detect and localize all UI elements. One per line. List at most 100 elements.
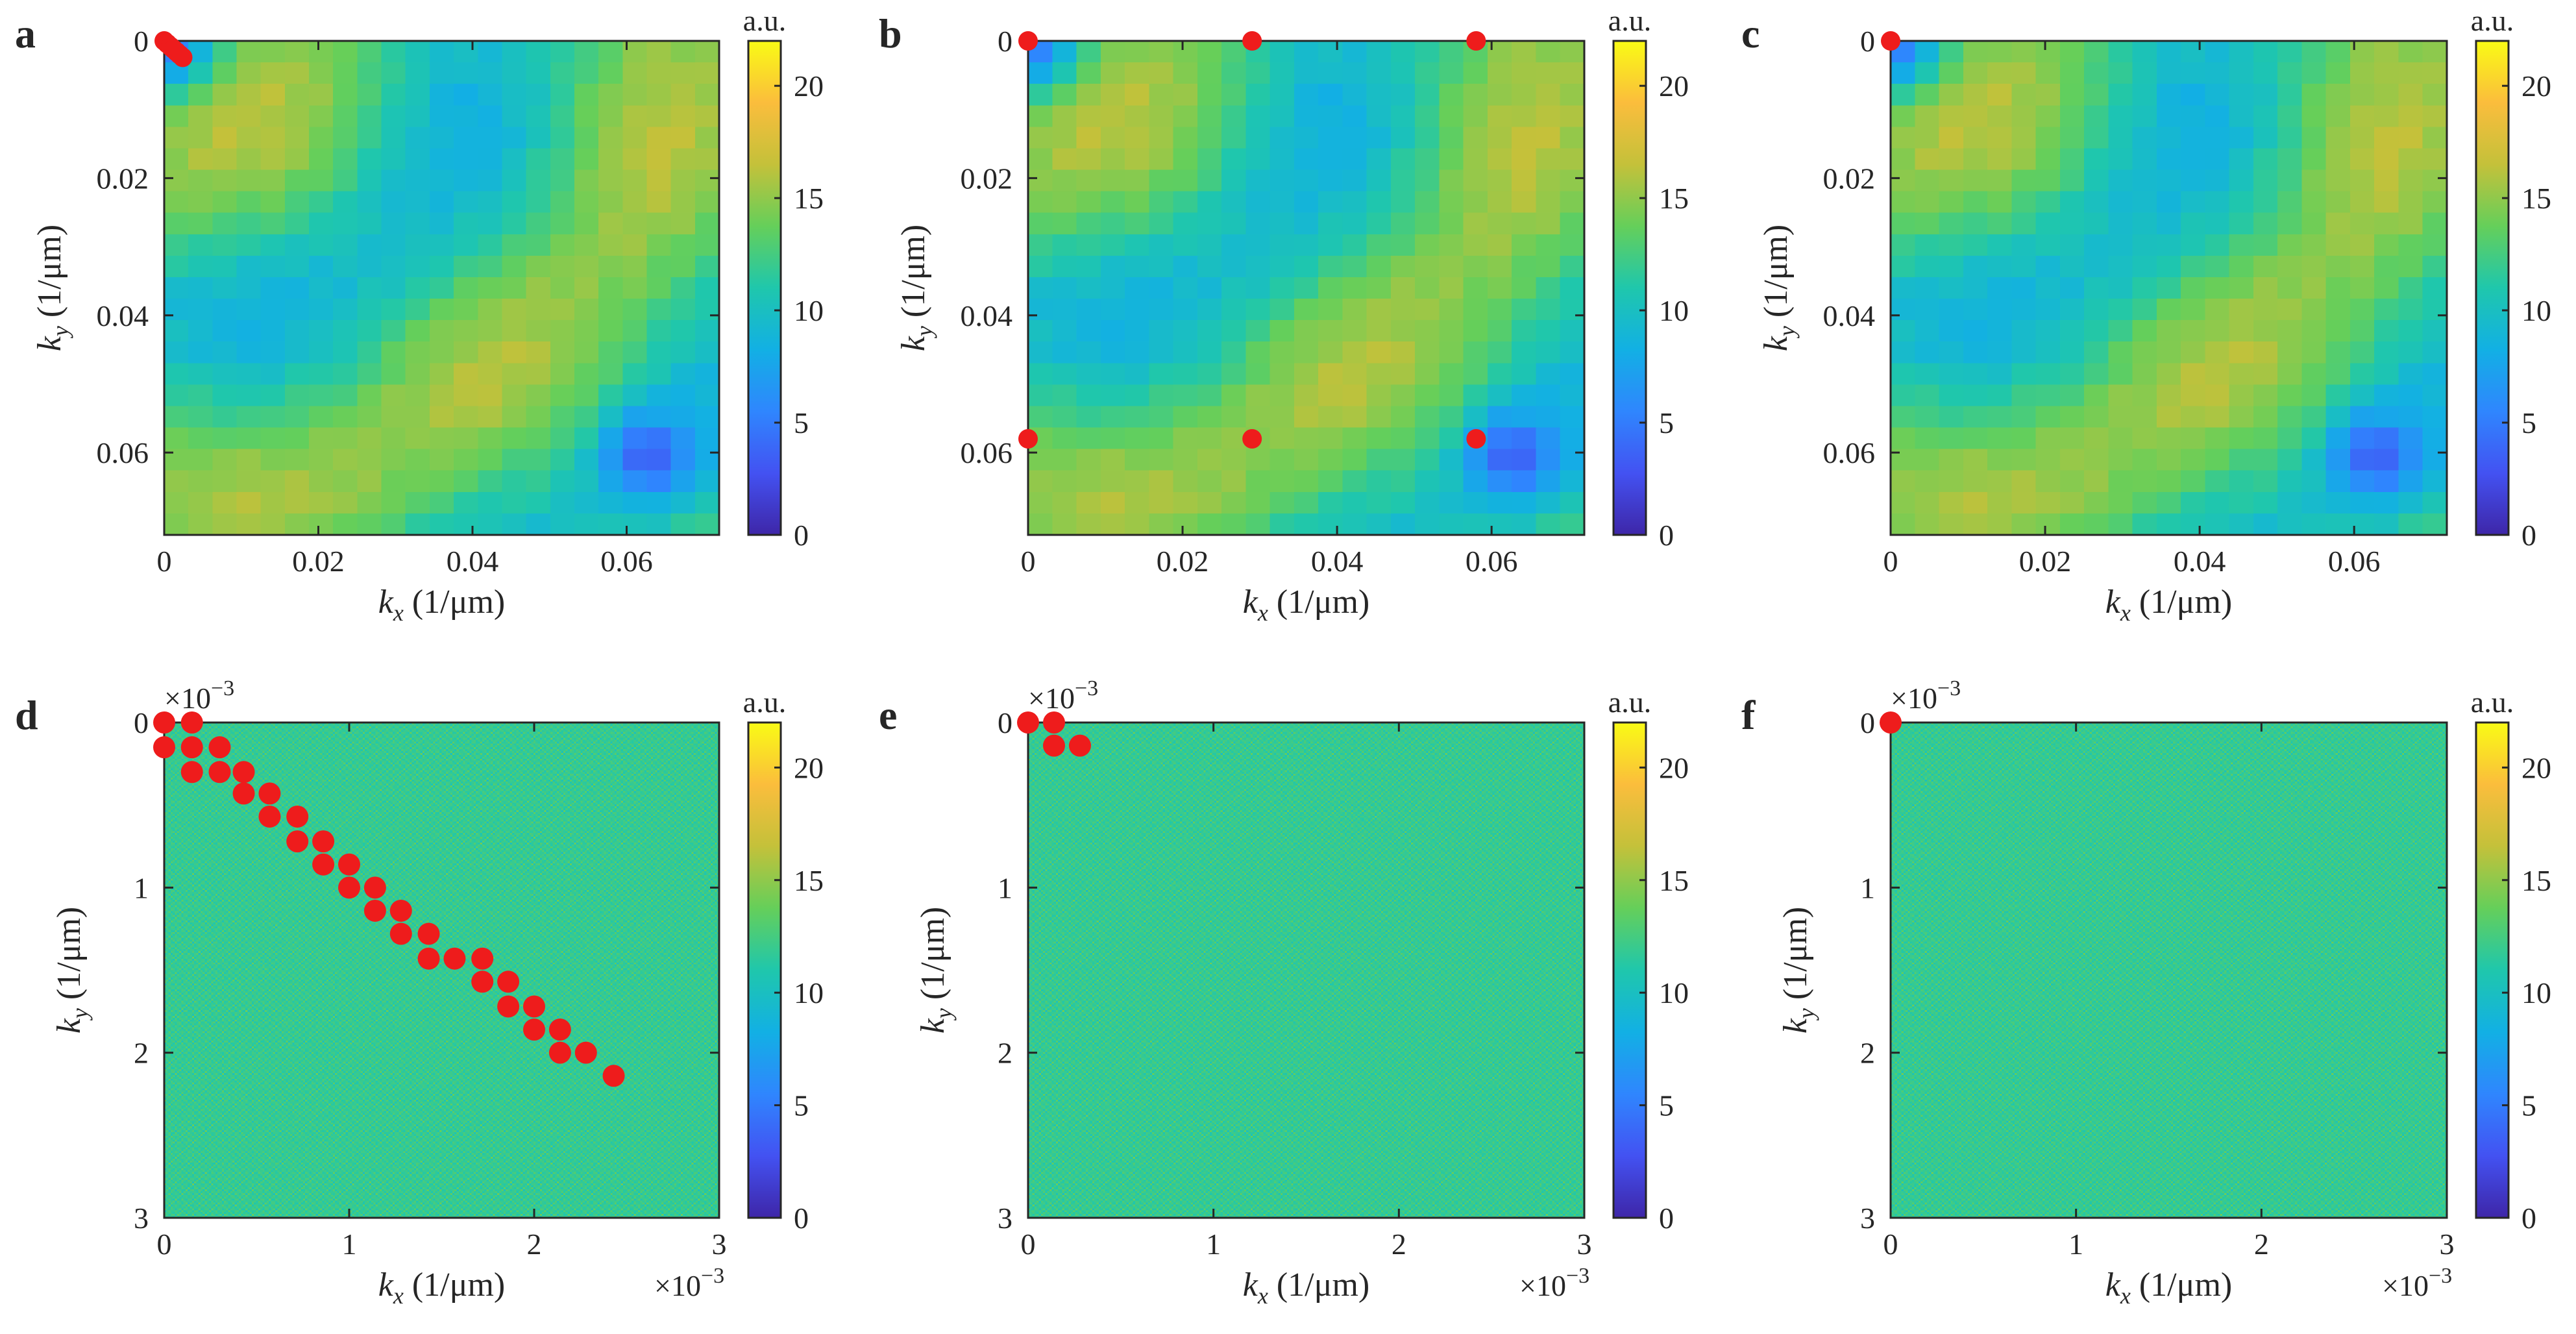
colorbar-tick-label: 10 [2521,294,2551,327]
colorbar-tick-label: 20 [1659,69,1689,103]
colorbar-unit-label: a.u. [2471,4,2514,37]
axes-frame-b [1027,40,1586,536]
colorbar-tick-label: 15 [1659,864,1689,897]
y-tick-label: 0 [134,25,149,58]
heatmap-image-c [1891,41,2447,535]
panel-b: 0 0.02 0.04 0.06 0 0.02 0.04 0.06 kx (1/μm) ky (1… [879,4,1689,626]
y-axis-multiplier: ×10−3 [1891,676,1961,715]
y-axis-multiplier: ×10−3 [1028,676,1098,715]
x-tick-label: 0 [157,1228,172,1261]
colorbar-unit-label: a.u. [743,686,786,719]
colorbar-tick-label: 20 [2521,751,2551,784]
panel-label: b [879,10,902,56]
colorbar [747,40,782,536]
colorbar-tick-label: 10 [1659,294,1689,327]
data-point [286,830,309,853]
data-point [523,1019,545,1041]
colorbar-tick-label: 5 [2521,1089,2536,1122]
y-axis-label: ky (1/μm) [1758,225,1800,351]
x-tick-label: 0.04 [2174,545,2226,578]
colorbar-tick-label: 0 [1659,1202,1674,1235]
y-axis-label: ky (1/μm) [51,907,93,1033]
y-tick-label: 2 [134,1037,149,1070]
data-point [232,782,255,805]
data-point [1880,711,1902,734]
data-point [338,853,360,876]
x-axis-multiplier: ×10−3 [2382,1264,2452,1302]
data-point [548,1019,571,1041]
y-tick-label: 0.02 [961,162,1013,195]
y-axis-label: ky (1/μm) [1777,907,1819,1033]
panel-label: c [1741,10,1760,56]
panel-label: a [15,10,36,56]
heatmap-image-b [1028,41,1584,535]
data-point [208,761,231,784]
x-axis-multiplier: ×10−3 [1519,1264,1589,1302]
y-axis-label: ky (1/μm) [914,907,957,1033]
colorbar-tick-label: 10 [794,294,824,327]
y-tick-label: 0.06 [961,436,1013,469]
colorbar-tick-label: 20 [1659,751,1689,784]
colorbar-tick-label: 20 [2521,69,2551,103]
y-tick-label: 0.02 [1823,162,1876,195]
y-tick-label: 2 [1860,1037,1875,1070]
colorbar-unit-label: a.u. [2471,686,2514,719]
data-point [417,922,440,945]
colorbar-tick-label: 0 [2521,519,2536,552]
panel-label: e [879,692,897,738]
x-axis-multiplier: ×10−3 [654,1264,724,1302]
colorbar [1612,721,1647,1219]
x-tick-label: 2 [527,1228,542,1261]
data-point [286,805,309,828]
x-tick-label: 3 [1577,1228,1592,1261]
colorbar-unit-label: a.u. [743,4,786,37]
data-point [1242,429,1262,449]
data-point [153,736,175,759]
y-tick-label: 0 [998,706,1012,739]
x-tick-label: 0.06 [600,545,653,578]
panel-a: 0 0.02 0.04 0.06 0 0.02 0.04 0.06 kx (1/μm) ky (1… [15,4,824,626]
data-point [258,782,281,805]
x-tick-label: 0.02 [2019,545,2072,578]
colorbar-unit-label: a.u. [1608,4,1651,37]
data-point [1466,31,1486,51]
y-tick-label: 3 [134,1202,149,1235]
x-tick-label: 0.04 [447,545,499,578]
colorbar-unit-label: a.u. [1608,686,1651,719]
x-tick-label: 0 [1883,1228,1898,1261]
heatmap-image-e [1028,723,1584,1218]
heatmap-image-f [1891,723,2447,1218]
y-tick-label: 3 [998,1202,1012,1235]
y-tick-label: 0 [998,25,1012,58]
x-tick-label: 0.02 [292,545,345,578]
colorbar-tick-label: 5 [1659,1089,1674,1122]
data-point [173,47,193,68]
x-tick-label: 0 [1021,545,1036,578]
data-point [389,899,412,922]
y-tick-label: 0.02 [97,162,149,195]
data-point [1017,711,1039,734]
colorbar-tick-label: 15 [794,864,824,897]
data-point [1018,31,1038,51]
colorbar-tick-label: 0 [794,1202,809,1235]
data-point [232,761,255,784]
data-point [1068,734,1091,757]
x-axis-label: kx (1/μm) [378,1266,505,1309]
y-tick-label: 0 [134,706,149,739]
y-tick-label: 3 [1860,1202,1875,1235]
colorbar [1612,40,1647,536]
colorbar-tick-label: 5 [2521,406,2536,439]
y-tick-label: 2 [998,1037,1012,1070]
data-point [363,876,386,899]
x-tick-label: 0 [1883,545,1898,578]
colorbar-tick-label: 20 [794,751,824,784]
y-tick-label: 1 [1860,871,1875,904]
x-axis-label: kx (1/μm) [2105,584,2232,626]
x-tick-label: 2 [2254,1228,2269,1261]
axes-frame-e [1027,721,1586,1219]
y-tick-label: 1 [998,871,1012,904]
data-point [1466,429,1486,449]
